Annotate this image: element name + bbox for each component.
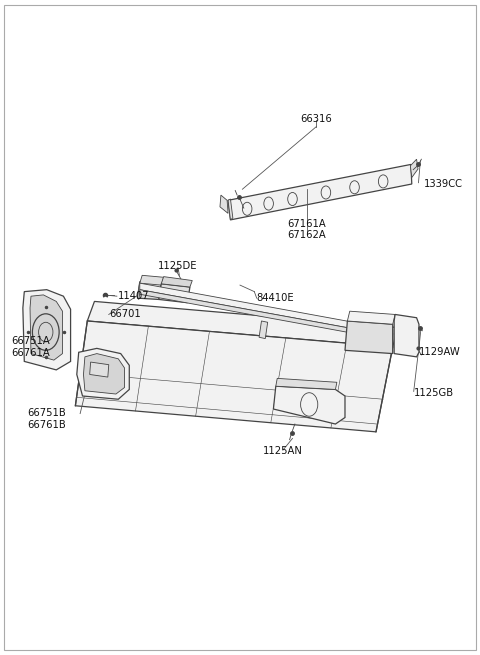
Text: 1125AN: 1125AN [263, 447, 303, 457]
Polygon shape [75, 321, 393, 432]
Text: 66751A
66761A: 66751A 66761A [11, 336, 50, 358]
Polygon shape [77, 348, 129, 400]
Polygon shape [87, 301, 397, 347]
Polygon shape [345, 321, 393, 354]
Polygon shape [159, 284, 190, 303]
Text: 66701: 66701 [109, 309, 141, 320]
Text: 1125DE: 1125DE [158, 261, 198, 271]
Polygon shape [348, 311, 395, 324]
Polygon shape [140, 290, 393, 341]
Polygon shape [220, 195, 228, 214]
Polygon shape [394, 314, 419, 357]
Polygon shape [30, 295, 62, 360]
Polygon shape [228, 164, 412, 220]
Text: 1339CC: 1339CC [424, 179, 463, 189]
Polygon shape [228, 199, 233, 220]
Polygon shape [84, 354, 124, 394]
Polygon shape [140, 275, 164, 285]
Polygon shape [137, 282, 141, 299]
Text: 67161A
67162A: 67161A 67162A [288, 219, 326, 240]
Polygon shape [410, 159, 418, 178]
Polygon shape [90, 362, 109, 377]
Text: 11407: 11407 [118, 291, 150, 301]
Text: 1125GB: 1125GB [414, 388, 454, 398]
Polygon shape [274, 386, 345, 424]
Polygon shape [137, 282, 161, 299]
Text: 84410E: 84410E [257, 293, 294, 303]
Text: 1129AW: 1129AW [419, 347, 461, 357]
Polygon shape [161, 276, 192, 287]
Polygon shape [140, 283, 393, 336]
Text: 66751B
66761B: 66751B 66761B [27, 408, 66, 430]
Polygon shape [276, 379, 337, 390]
Polygon shape [259, 321, 268, 339]
Polygon shape [23, 290, 71, 370]
Text: 66316: 66316 [300, 114, 332, 124]
